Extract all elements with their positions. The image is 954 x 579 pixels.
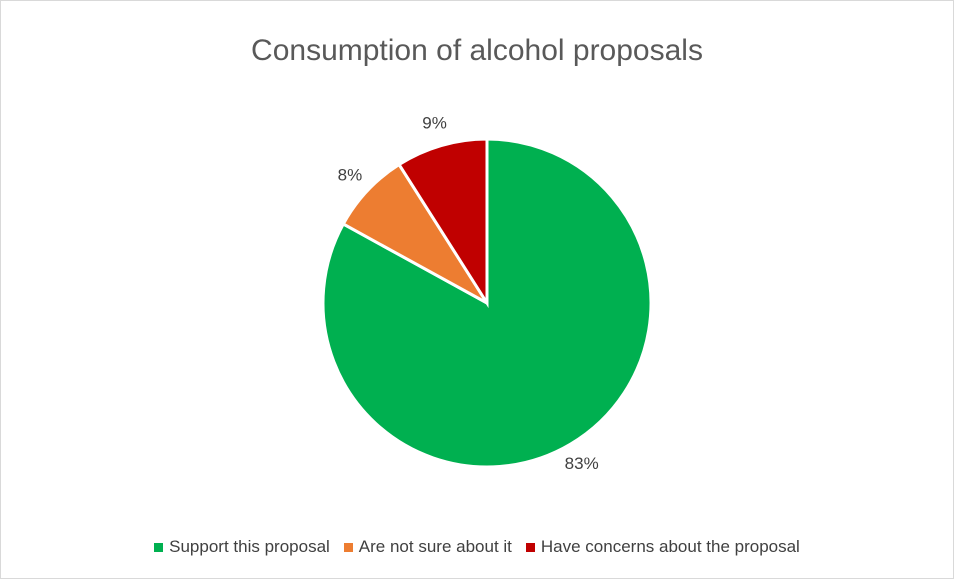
legend-swatch-not-sure (343, 542, 353, 552)
pie-data-labels: 83% 8% 9% (338, 113, 599, 473)
legend-item-support: Support this proposal (154, 537, 330, 557)
legend-label-not-sure: Are not sure about it (358, 537, 512, 556)
legend-swatch-support (154, 542, 164, 552)
legend-item-concerns: Have concerns about the proposal (525, 537, 800, 557)
legend-item-not-sure: Are not sure about it (343, 537, 512, 557)
pie-slice-concerns (397, 137, 489, 309)
legend-label-concerns: Have concerns about the proposal (540, 537, 800, 556)
data-label-support: 83% (565, 454, 599, 473)
data-label-concerns: 9% (422, 113, 447, 132)
data-label-not-sure: 8% (338, 165, 363, 184)
chart-title: Consumption of alcohol proposals (251, 34, 703, 67)
legend: Support this proposal Are not sure about… (0, 537, 954, 557)
pie-slices (321, 137, 653, 469)
legend-swatch-concerns (525, 542, 535, 552)
legend-label-support: Support this proposal (169, 537, 330, 556)
